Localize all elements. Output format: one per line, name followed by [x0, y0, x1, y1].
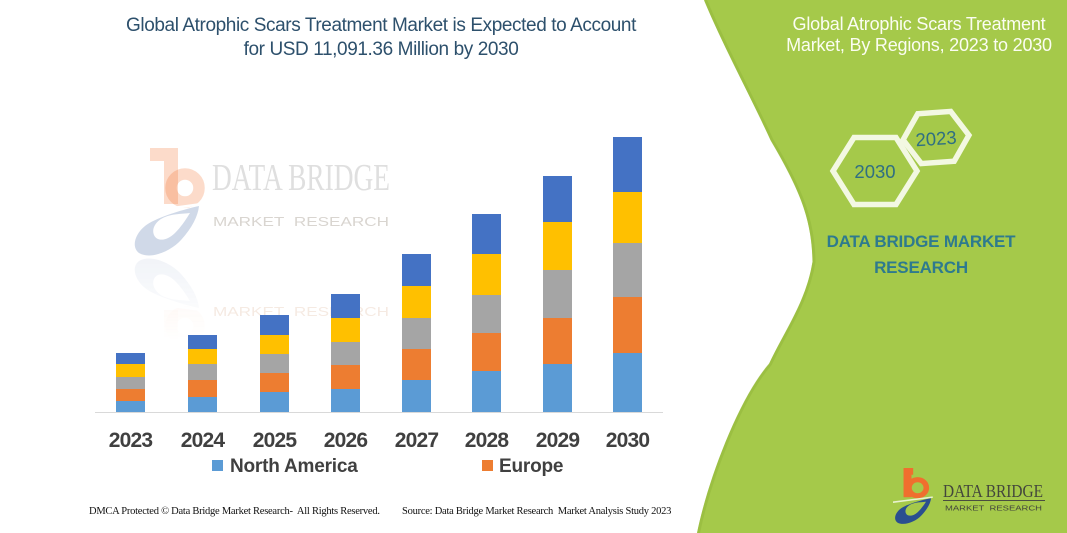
svg-text:MARKET RESEARCH: MARKET RESEARCH	[213, 214, 389, 229]
svg-text:2030: 2030	[854, 161, 895, 182]
svg-text:2023: 2023	[915, 127, 958, 151]
svg-text:DATA BRIDGE: DATA BRIDGE	[212, 157, 390, 199]
svg-text:MARKET RESEARCH: MARKET RESEARCH	[945, 506, 1042, 513]
svg-text:DATA BRIDGE: DATA BRIDGE	[943, 481, 1043, 501]
